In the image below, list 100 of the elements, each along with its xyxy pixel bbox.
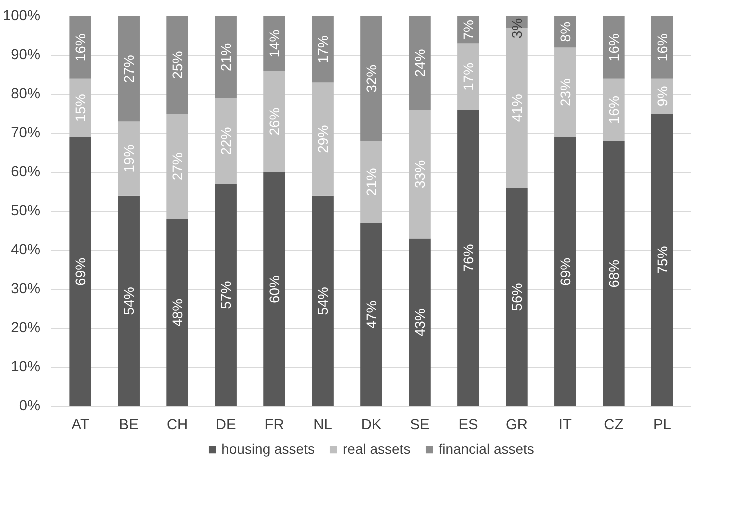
data-label: 29%	[315, 125, 332, 154]
data-label: 41%	[508, 94, 525, 122]
bar	[409, 110, 431, 239]
y-tick-label: 80%	[11, 86, 41, 102]
data-label: 68%	[606, 260, 622, 288]
data-label: 56%	[508, 283, 525, 312]
bar	[652, 16, 674, 79]
x-tick-label: BE	[119, 418, 140, 434]
x-tick-label: IT	[558, 418, 572, 434]
bar	[312, 16, 334, 83]
bar	[312, 196, 334, 406]
bar	[70, 137, 92, 406]
data-label: 23%	[557, 78, 574, 107]
legend-label: financial assets	[438, 441, 534, 457]
data-label: 69%	[557, 258, 574, 286]
bar	[166, 16, 188, 114]
data-label: 25%	[170, 51, 186, 80]
bar	[215, 16, 237, 98]
bar	[603, 141, 625, 406]
bar	[458, 44, 480, 110]
bar	[360, 223, 382, 406]
bar	[458, 110, 480, 406]
x-tick-label: PL	[653, 418, 672, 434]
bar	[166, 114, 188, 220]
bar	[215, 98, 237, 184]
data-label: 7%	[460, 20, 476, 40]
bar	[118, 16, 140, 122]
y-tick-label: 30%	[11, 282, 41, 298]
bar	[603, 16, 625, 79]
data-label: 69%	[72, 258, 89, 286]
data-label: 76%	[460, 244, 476, 272]
bar	[215, 184, 237, 406]
x-tick-label: ES	[458, 418, 478, 434]
bar	[506, 188, 528, 406]
y-tick-label: 100%	[3, 8, 41, 24]
x-tick-label: NL	[314, 418, 332, 434]
x-tick-label: DE	[216, 418, 236, 434]
x-tick-label: SE	[410, 418, 430, 434]
y-tick-label: 10%	[11, 360, 41, 376]
data-label: 16%	[654, 34, 670, 62]
y-tick-label: 90%	[11, 48, 41, 64]
data-label: 57%	[218, 281, 234, 310]
data-label: 43%	[412, 308, 428, 337]
data-label: 32%	[364, 64, 380, 93]
y-tick-label: 70%	[11, 126, 41, 142]
bar	[360, 16, 382, 142]
legend-label: housing assets	[222, 441, 315, 457]
y-tick-label: 50%	[11, 204, 41, 220]
bar	[264, 71, 286, 172]
data-label: 54%	[121, 287, 138, 316]
data-label: 17%	[460, 62, 476, 91]
x-tick-label: CH	[166, 418, 188, 434]
data-label: 54%	[315, 287, 332, 316]
data-label: 75%	[654, 246, 670, 274]
data-label: 48%	[170, 298, 186, 327]
data-label: 14%	[266, 30, 283, 58]
data-label: 16%	[72, 34, 89, 62]
bar	[603, 78, 625, 142]
bar	[264, 172, 286, 406]
bar	[409, 16, 431, 110]
data-label: 9%	[654, 86, 670, 107]
x-tick-label: AT	[72, 418, 90, 434]
data-label: 3%	[508, 18, 525, 39]
bar	[264, 16, 286, 72]
y-tick-label: 60%	[11, 164, 41, 180]
bar	[554, 137, 576, 406]
data-label: 17%	[315, 36, 332, 64]
bar	[360, 141, 382, 224]
data-label: 26%	[266, 108, 283, 136]
data-label: 47%	[364, 300, 380, 329]
bar	[652, 114, 674, 406]
data-label: 19%	[121, 144, 138, 173]
bar	[70, 78, 92, 138]
data-label: 27%	[170, 152, 186, 181]
bar	[554, 48, 576, 138]
y-tick-label: 0%	[19, 398, 41, 414]
data-label: 16%	[606, 96, 622, 124]
bar	[118, 122, 140, 196]
y-tick-label: 20%	[11, 320, 41, 336]
x-tick-label: DK	[361, 418, 382, 434]
data-label: 21%	[364, 168, 380, 196]
data-label: 33%	[412, 160, 428, 188]
data-label: 15%	[72, 94, 89, 122]
bar	[118, 196, 140, 406]
x-tick-label: FR	[264, 418, 284, 434]
bar	[312, 82, 334, 196]
data-label: 22%	[218, 127, 234, 156]
data-label: 21%	[218, 43, 234, 72]
y-tick-label: 40%	[11, 242, 41, 258]
data-label: 16%	[606, 34, 622, 62]
legend-label: real assets	[342, 441, 411, 457]
x-tick-label: GR	[506, 418, 528, 434]
bar	[166, 219, 188, 406]
x-tick-label: CZ	[604, 418, 624, 434]
data-label: 24%	[412, 49, 428, 78]
data-label: 27%	[121, 55, 138, 84]
data-label: 60%	[266, 275, 283, 304]
bar	[70, 16, 92, 79]
data-label: 8%	[557, 22, 574, 42]
bar	[409, 238, 431, 406]
